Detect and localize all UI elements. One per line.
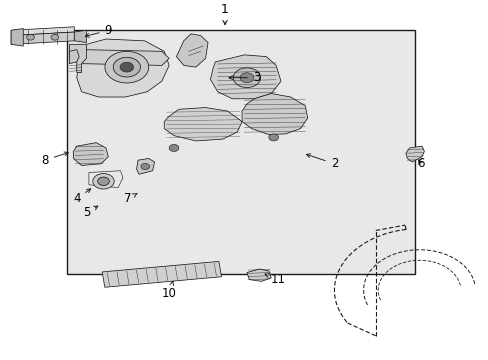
Polygon shape xyxy=(136,158,154,174)
Polygon shape xyxy=(11,32,74,44)
Circle shape xyxy=(141,163,149,170)
Polygon shape xyxy=(69,50,79,64)
Bar xyxy=(67,30,414,274)
Polygon shape xyxy=(164,108,242,141)
Circle shape xyxy=(240,73,253,82)
Circle shape xyxy=(98,177,109,185)
Polygon shape xyxy=(74,30,86,42)
Text: 4: 4 xyxy=(73,189,90,205)
Circle shape xyxy=(268,134,278,141)
Polygon shape xyxy=(176,34,207,67)
Text: 11: 11 xyxy=(264,273,285,286)
Circle shape xyxy=(105,51,148,83)
Polygon shape xyxy=(405,146,424,162)
Text: 1: 1 xyxy=(221,3,228,24)
Polygon shape xyxy=(242,94,307,135)
Polygon shape xyxy=(77,39,169,97)
Polygon shape xyxy=(210,55,281,99)
Text: 10: 10 xyxy=(162,282,176,300)
Circle shape xyxy=(93,174,114,189)
Text: 9: 9 xyxy=(85,24,112,37)
Circle shape xyxy=(120,62,133,72)
Text: 5: 5 xyxy=(82,206,98,219)
Text: 8: 8 xyxy=(41,152,68,167)
Text: 7: 7 xyxy=(124,192,137,205)
Circle shape xyxy=(51,35,59,40)
Circle shape xyxy=(27,35,34,40)
Polygon shape xyxy=(11,28,23,46)
Circle shape xyxy=(113,57,140,77)
Text: 2: 2 xyxy=(306,154,338,170)
Text: 3: 3 xyxy=(228,71,260,84)
Polygon shape xyxy=(81,50,169,66)
Polygon shape xyxy=(246,269,271,282)
Circle shape xyxy=(169,144,179,152)
Text: 6: 6 xyxy=(416,157,424,170)
Polygon shape xyxy=(11,27,74,36)
Circle shape xyxy=(233,68,260,87)
Polygon shape xyxy=(73,143,108,166)
Polygon shape xyxy=(69,44,86,72)
Polygon shape xyxy=(102,261,221,287)
